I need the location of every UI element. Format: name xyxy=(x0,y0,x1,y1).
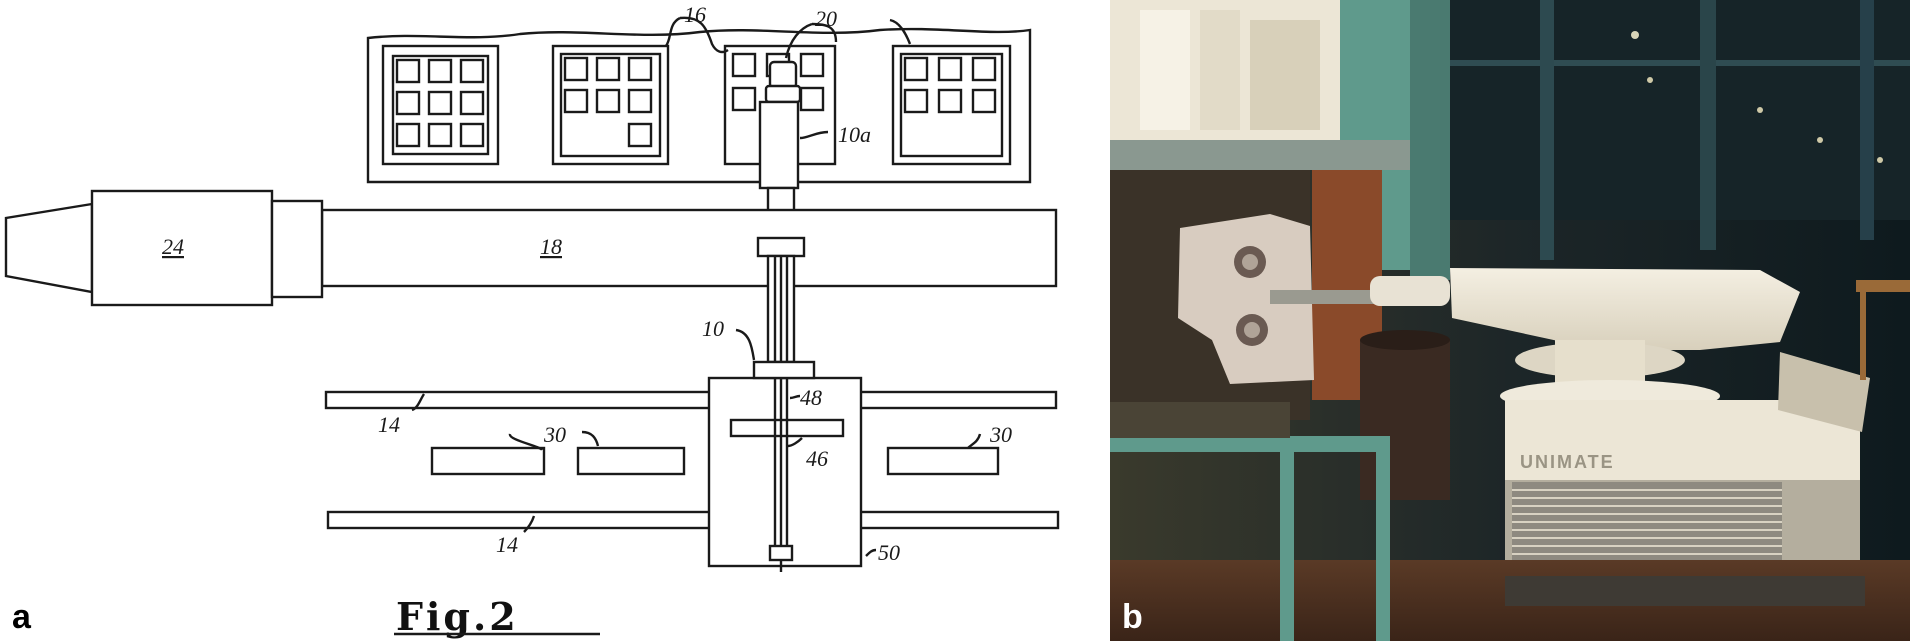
press-cell-1 xyxy=(381,44,500,166)
label-16: 16 xyxy=(684,2,706,27)
rails xyxy=(324,390,1060,530)
leader-lines xyxy=(411,16,982,557)
label-14-lower: 14 xyxy=(496,532,518,557)
label-30-right: 30 xyxy=(989,422,1012,447)
label-20: 20 xyxy=(815,6,837,31)
press-line-block xyxy=(366,27,1032,184)
carriage-50 xyxy=(707,360,863,572)
panel-label-a: a xyxy=(12,598,31,636)
panel-label-b: b xyxy=(1122,598,1143,636)
label-48: 48 xyxy=(800,385,822,410)
label-24: 24 xyxy=(162,234,184,259)
patent-drawing: 16 20 10a 24 18 10 14 30 30 48 46 14 50 … xyxy=(4,2,1060,639)
figure-caption: Fig.2 xyxy=(396,594,519,639)
label-46: 46 xyxy=(806,446,828,471)
label-10: 10 xyxy=(702,316,724,341)
label-14-upper: 14 xyxy=(378,412,400,437)
factory-photo: UNIMATE xyxy=(1110,0,1910,641)
label-10a: 10a xyxy=(838,122,871,147)
label-18: 18 xyxy=(540,234,562,259)
machine-badge: UNIMATE xyxy=(1520,452,1615,472)
label-50: 50 xyxy=(878,540,900,565)
label-30-left: 30 xyxy=(543,422,566,447)
press-cell-2 xyxy=(551,44,670,166)
press-cell-4 xyxy=(891,44,1012,166)
blanks-30 xyxy=(430,446,1000,476)
transfer-beam xyxy=(4,189,1058,307)
cabinet-grille xyxy=(1512,482,1782,572)
